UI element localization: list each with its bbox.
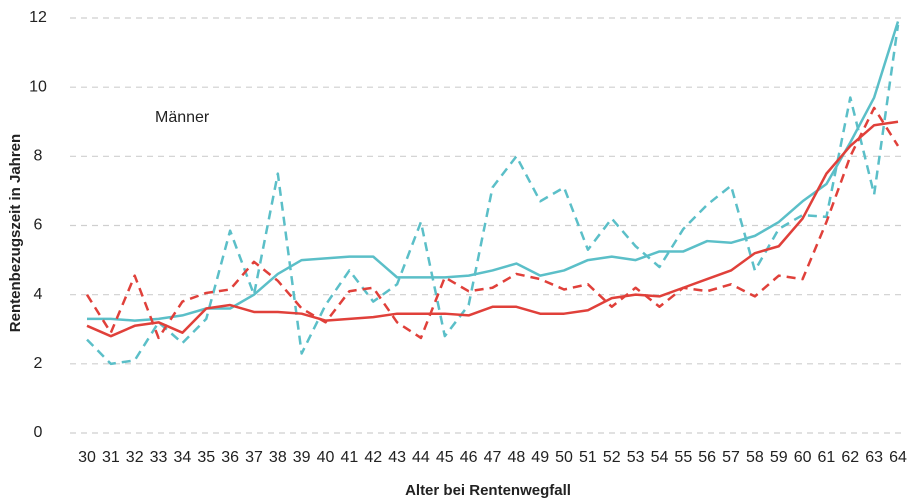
x-tick-label: 58 (746, 449, 764, 466)
x-tick-label: 47 (484, 449, 502, 466)
y-tick-label: 10 (29, 78, 47, 95)
x-tick-label: 59 (770, 449, 788, 466)
x-tick-label: 34 (174, 449, 192, 466)
x-tick-label: 38 (269, 449, 287, 466)
x-tick-label: 57 (722, 449, 740, 466)
x-tick-label: 46 (460, 449, 478, 466)
y-tick-label: 0 (34, 424, 43, 441)
x-tick-label: 55 (674, 449, 692, 466)
x-tick-label: 44 (412, 449, 430, 466)
y-tick-label: 4 (34, 286, 43, 303)
x-tick-label: 40 (317, 449, 335, 466)
y-tick-label: 8 (34, 148, 43, 165)
x-tick-label: 42 (364, 449, 382, 466)
x-tick-label: 41 (340, 449, 358, 466)
y-tick-label: 2 (34, 355, 43, 372)
x-tick-label: 49 (531, 449, 549, 466)
x-tick-label: 36 (221, 449, 239, 466)
x-tick-label: 30 (78, 449, 96, 466)
x-tick-label: 56 (698, 449, 716, 466)
series-line (86, 24, 900, 366)
series-line (85, 106, 900, 340)
x-tick-label: 54 (651, 449, 669, 466)
annotation: Männer (155, 109, 210, 126)
x-tick-label: 61 (818, 449, 836, 466)
x-axis-title: Alter bei Rentenwegfall (405, 482, 571, 499)
series-line (86, 120, 899, 338)
x-tick-label: 50 (555, 449, 573, 466)
x-tick-label: 52 (603, 449, 621, 466)
x-tick-label: 64 (889, 449, 907, 466)
x-tick-label: 31 (102, 449, 120, 466)
x-tick-label: 62 (841, 449, 859, 466)
x-tick-label: 60 (794, 449, 812, 466)
x-tick-label: 37 (245, 449, 263, 466)
x-tick-label: 45 (436, 449, 454, 466)
x-tick-label: 51 (579, 449, 597, 466)
y-axis-title: Rentenbezugszeit in Jahren (7, 134, 24, 332)
y-tick-label: 6 (34, 217, 43, 234)
x-tick-label: 33 (150, 449, 168, 466)
y-tick-label: 12 (29, 9, 47, 26)
x-tick-label: 43 (388, 449, 406, 466)
x-tick-label: 39 (293, 449, 311, 466)
x-tick-label: 53 (627, 449, 645, 466)
x-tick-label: 35 (197, 449, 215, 466)
x-tick-label: 48 (507, 449, 525, 466)
x-tick-label: 63 (865, 449, 883, 466)
series-line (87, 21, 900, 322)
x-tick-label: 32 (126, 449, 144, 466)
